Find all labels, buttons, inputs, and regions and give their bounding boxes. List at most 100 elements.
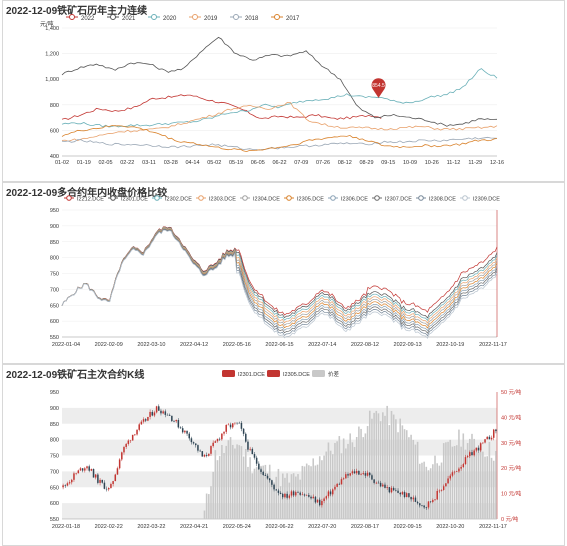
spread-bar (264, 464, 267, 519)
candle-body (121, 452, 123, 460)
spread-bar (266, 473, 269, 519)
spread-bar (253, 468, 256, 519)
candle-body (205, 454, 208, 456)
x-tick-label: 2022-05-24 (223, 524, 251, 530)
y-tick-label: 700 (50, 469, 59, 475)
x-tick-label: 05-19 (229, 160, 243, 166)
candle-body (79, 468, 82, 471)
y-tick-label: 800 (50, 256, 59, 262)
spread-bar (451, 446, 454, 519)
candle-body (258, 463, 260, 470)
candle-body (305, 494, 308, 496)
candle-body (375, 482, 378, 484)
spread-bar (392, 414, 395, 519)
candle-body (201, 451, 204, 457)
candle-body (188, 433, 190, 439)
candle-body (284, 493, 286, 498)
candle-body (299, 492, 301, 495)
candle-body (238, 422, 241, 424)
spread-bar (371, 418, 373, 519)
legend-marker-2021 (110, 14, 116, 20)
y-tick-label: 1,200 (45, 52, 59, 58)
x-tick-label: 2022-08-12 (351, 342, 379, 348)
candle-body (442, 486, 445, 490)
spread-bar (308, 465, 310, 519)
candle-body (247, 441, 249, 450)
spread-bar (318, 456, 321, 519)
spread-bar (218, 456, 221, 519)
x-tick-label: 2022-03-22 (137, 524, 165, 530)
spread-bar (414, 444, 417, 519)
candle-body (458, 468, 460, 472)
candle-body (134, 434, 136, 436)
candle-body (364, 473, 367, 476)
candle-body (164, 411, 167, 415)
candle-body (192, 442, 195, 444)
candle-body (249, 448, 251, 450)
candle-body (323, 498, 325, 501)
spread-bar (405, 430, 408, 519)
y2-tick-label: 30 元/吨 (501, 439, 522, 447)
candle-body (197, 445, 199, 451)
spread-bar (466, 443, 469, 519)
candle-body (447, 478, 449, 484)
spread-bar (432, 464, 434, 519)
x-tick-label: 01-19 (77, 160, 91, 166)
candle-body (451, 472, 454, 476)
candle-body (149, 411, 151, 417)
y-tick-label: 600 (50, 319, 59, 325)
candle-body (336, 483, 338, 487)
candle-body (84, 468, 86, 471)
candle-body (301, 494, 304, 496)
spread-bar (249, 457, 251, 519)
candle-body (218, 438, 221, 440)
x-tick-label: 02-22 (120, 160, 134, 166)
spread-bar (434, 455, 436, 519)
candle-body (349, 473, 351, 476)
x-tick-label: 2022-07-14 (308, 342, 336, 348)
legend-marker-I2307.DCE (374, 195, 380, 201)
spread-bar (260, 465, 262, 519)
candle-body (175, 419, 177, 422)
y-tick-label: 550 (50, 335, 59, 341)
annotation-pin (371, 78, 386, 98)
candle-body (392, 487, 395, 491)
series-line-I2301.DCE (61, 226, 498, 319)
candle-body (144, 419, 147, 421)
x-tick-label: 2022-06-15 (265, 342, 293, 348)
x-tick-label: 06-05 (251, 160, 265, 166)
candle-body (290, 491, 293, 496)
legend-label-I2305.DCE: I2305.DCE (297, 197, 324, 203)
series-line-2022 (61, 94, 382, 120)
series-line-I2303.DCE (61, 227, 498, 324)
y-tick-label: 550 (50, 517, 59, 523)
spread-bar (490, 457, 493, 519)
spread-bar (473, 438, 475, 519)
candle-body (147, 416, 149, 421)
candle-body (94, 474, 97, 478)
spread-bar (445, 442, 447, 519)
grid-band (62, 439, 497, 456)
spread-bar (362, 437, 365, 519)
candle-body (488, 436, 491, 440)
candle-body (421, 505, 423, 506)
y-tick-label: 1,000 (45, 77, 59, 83)
candle-body (453, 471, 456, 473)
candle-body (97, 474, 99, 483)
spread-bar (247, 466, 249, 519)
x-tick-label: 10-26 (425, 160, 439, 166)
spread-bar (488, 441, 491, 519)
x-tick-label: 2022-04-21 (180, 524, 208, 530)
legend-label-I2302.DCE: I2302.DCE (165, 197, 192, 203)
spread-bar (271, 481, 273, 519)
legend-swatch-I2301.DCE (222, 370, 235, 377)
candle-body (77, 470, 80, 474)
spread-bar (412, 439, 415, 519)
spread-bar (408, 437, 410, 519)
x-tick-label: 06-22 (272, 160, 286, 166)
legend-marker-I2301.DCE (110, 195, 116, 201)
spread-bar (255, 467, 258, 519)
spread-bar (419, 463, 421, 519)
y-tick-label: 750 (50, 272, 59, 278)
candle-body (410, 496, 412, 500)
